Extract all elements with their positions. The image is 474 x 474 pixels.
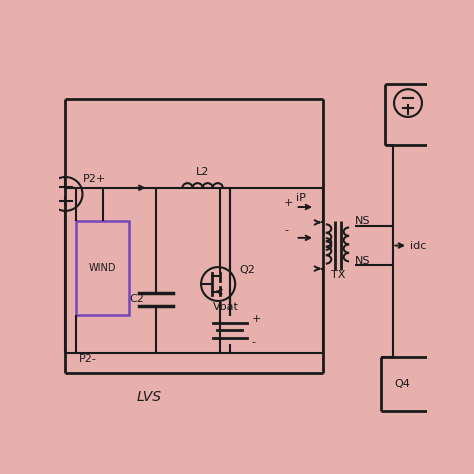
- Text: C2: C2: [129, 294, 144, 304]
- Text: +: +: [251, 314, 261, 324]
- Text: Q4: Q4: [395, 379, 410, 389]
- Text: idc: idc: [410, 240, 426, 251]
- Text: -: -: [251, 337, 255, 347]
- Text: NS: NS: [356, 216, 371, 226]
- Text: L2: L2: [196, 167, 210, 177]
- Text: iP: iP: [296, 193, 306, 203]
- Text: +: +: [284, 198, 293, 208]
- Text: Vbat: Vbat: [213, 302, 239, 312]
- Text: WIND: WIND: [89, 263, 117, 273]
- Text: Q2: Q2: [240, 265, 255, 275]
- Text: TX: TX: [331, 270, 346, 280]
- Bar: [76, 221, 129, 315]
- Text: LVS: LVS: [137, 390, 162, 404]
- Text: NS: NS: [356, 256, 371, 266]
- Text: P2-: P2-: [79, 354, 97, 364]
- Text: -: -: [284, 225, 288, 235]
- Text: P2+: P2+: [82, 173, 106, 183]
